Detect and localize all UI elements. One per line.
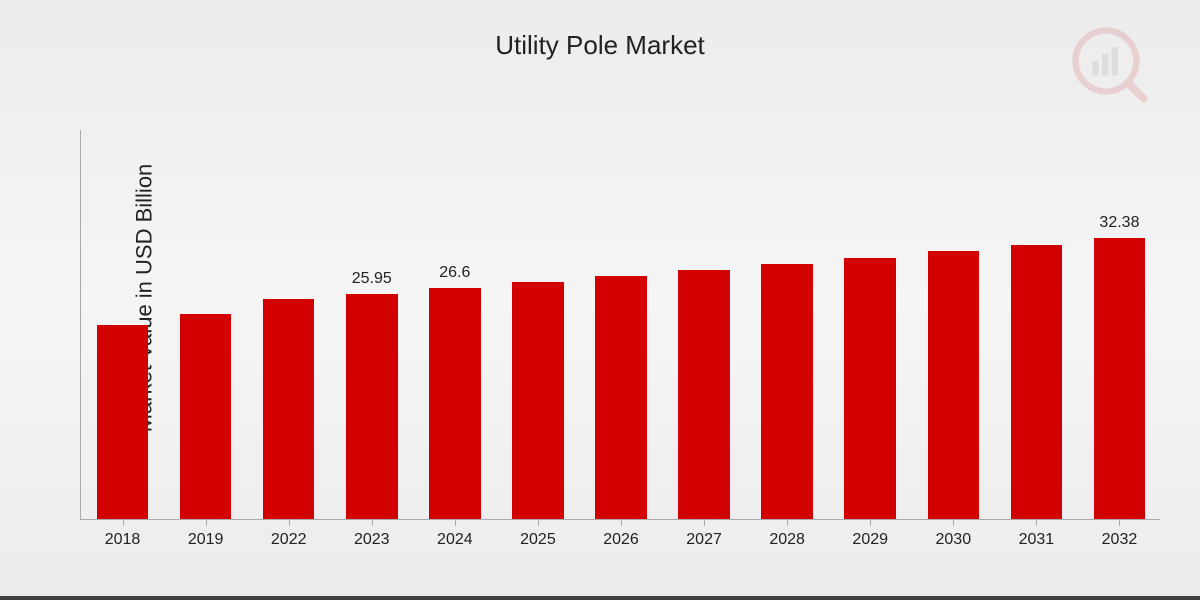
bar — [1094, 238, 1146, 519]
bar-value-label: 32.38 — [1099, 214, 1139, 232]
x-tick — [538, 519, 539, 526]
bar — [180, 314, 232, 519]
bar — [97, 325, 149, 519]
bar — [429, 288, 481, 519]
x-tick-label: 2031 — [1019, 531, 1055, 549]
bar-group: 32.38 — [1094, 238, 1146, 519]
bar-group — [678, 270, 730, 519]
bar — [844, 258, 896, 519]
x-tick-label: 2019 — [188, 531, 224, 549]
x-tick — [870, 519, 871, 526]
x-tick — [1036, 519, 1037, 526]
x-tick — [704, 519, 705, 526]
bar — [678, 270, 730, 519]
bar-group — [180, 314, 232, 519]
x-tick-label: 2032 — [1102, 531, 1138, 549]
x-tick — [289, 519, 290, 526]
x-tick-label: 2030 — [936, 531, 972, 549]
bar-group — [1011, 245, 1063, 519]
bar — [761, 264, 813, 519]
bar — [263, 299, 315, 519]
x-tick-label: 2018 — [105, 531, 141, 549]
bar-group: 25.95 — [346, 294, 398, 519]
bar-group — [97, 325, 149, 519]
x-tick — [787, 519, 788, 526]
bar-value-label: 26.6 — [439, 264, 470, 282]
bar-group — [761, 264, 813, 519]
x-tick-label: 2029 — [852, 531, 888, 549]
plot-area: 20182019202225.95202326.6202420252026202… — [80, 130, 1160, 520]
x-tick-label: 2026 — [603, 531, 639, 549]
bar — [512, 282, 564, 519]
x-tick-label: 2024 — [437, 531, 473, 549]
x-tick — [206, 519, 207, 526]
bar-group — [263, 299, 315, 519]
bar-group — [928, 251, 980, 519]
bar — [1011, 245, 1063, 519]
bar — [346, 294, 398, 519]
watermark-logo — [1070, 25, 1150, 105]
chart-title: Utility Pole Market — [0, 30, 1200, 61]
x-tick — [953, 519, 954, 526]
x-tick-label: 2028 — [769, 531, 805, 549]
x-tick — [455, 519, 456, 526]
bar-group — [512, 282, 564, 519]
bar-value-label: 25.95 — [352, 270, 392, 288]
x-tick — [123, 519, 124, 526]
x-tick — [621, 519, 622, 526]
x-tick-label: 2023 — [354, 531, 390, 549]
bar — [928, 251, 980, 519]
bar-group — [595, 276, 647, 519]
x-tick — [1119, 519, 1120, 526]
x-tick-label: 2025 — [520, 531, 556, 549]
x-tick-label: 2022 — [271, 531, 307, 549]
bar-group: 26.6 — [429, 288, 481, 519]
bar — [595, 276, 647, 519]
x-tick-label: 2027 — [686, 531, 722, 549]
x-tick — [372, 519, 373, 526]
bar-group — [844, 258, 896, 519]
